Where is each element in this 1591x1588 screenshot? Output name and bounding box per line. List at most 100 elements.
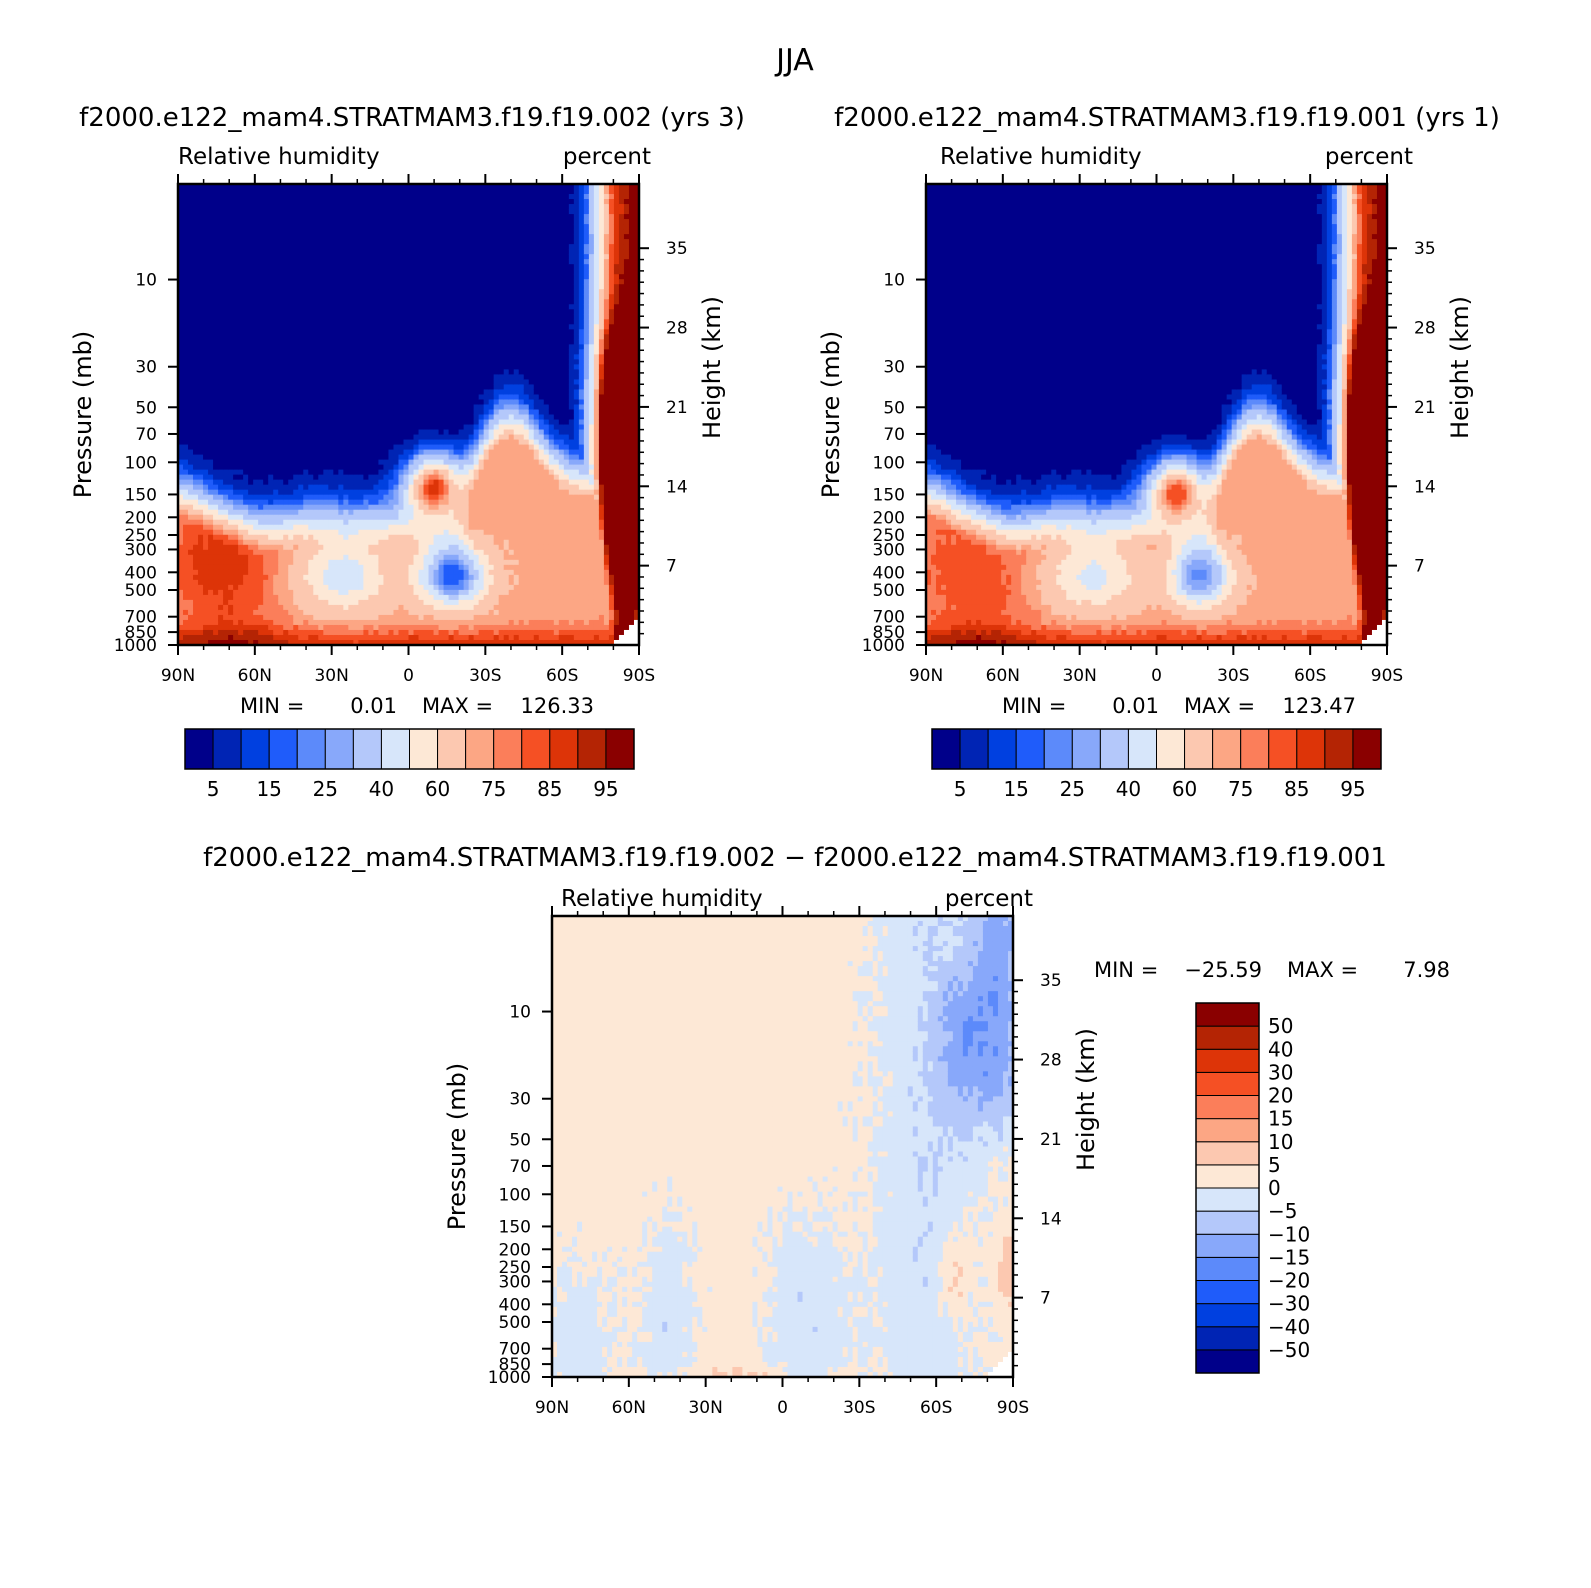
field-cell [258,465,264,471]
field-cell [228,279,234,285]
field-cell [203,530,209,536]
field-cell [208,379,214,385]
field-cell [218,470,224,476]
field-cell [218,269,224,275]
field-cell [208,309,214,315]
field-cell [203,219,209,225]
field-cell [188,635,194,641]
field-cell [198,279,204,285]
field-cell [203,224,209,230]
field-cell [223,590,229,596]
field-cell [208,364,214,370]
field-cell [248,324,254,330]
field-cell [218,530,224,536]
field-cell [243,610,249,616]
field-cell [213,299,219,305]
field-cell [218,344,224,350]
field-cell [243,334,249,340]
field-cell [198,620,204,626]
field-cell [233,234,239,240]
field-cell [228,570,234,576]
field-cell [208,580,214,586]
field-cell [213,364,219,370]
field-cell [193,259,199,265]
field-cell [218,425,224,431]
field-cell [183,344,189,350]
field-cell [233,415,239,421]
field-cell [188,520,194,526]
field-cell [233,595,239,601]
field-cell [238,304,244,310]
field-cell [203,630,209,636]
field-cell [223,294,229,300]
field-cell [213,555,219,561]
field-cell [183,189,189,195]
field-cell [218,374,224,380]
field-cell [233,339,239,345]
field-cell [248,294,254,300]
field-cell [193,304,199,310]
field-cell [208,194,214,200]
field-cell [213,465,219,471]
field-cell [238,530,244,536]
field-cell [193,314,199,320]
field-cell [233,404,239,410]
field-cell [203,289,209,295]
field-cell [228,505,234,511]
field-cell [188,420,194,426]
field-cell [188,274,194,280]
field-cell [203,540,209,546]
field-cell [238,520,244,526]
field-cell [193,389,199,395]
field-cell [183,264,189,270]
field-cell [213,214,219,220]
field-cell [253,274,259,280]
field-cell [188,319,194,325]
field-cell [183,425,189,431]
field-cell [183,239,189,245]
field-cell [243,450,249,456]
field-cell [203,369,209,375]
field-cell [258,480,264,486]
field-cell [218,465,224,471]
field-cell [223,214,229,220]
field-cell [243,555,249,561]
field-cell [218,555,224,561]
field-cell [223,480,229,486]
field-cell [223,580,229,586]
field-cell [188,214,194,220]
field-cell [183,194,189,200]
field-cell [193,415,199,421]
field-cell [223,229,229,235]
field-cell [193,244,199,250]
field-cell [228,635,234,641]
field-cell [203,284,209,290]
field-cell [218,294,224,300]
field-cell [183,389,189,395]
field-cell [198,299,204,305]
field-cell [188,445,194,451]
field-cell [188,334,194,340]
field-cell [213,635,219,641]
field-cell [223,209,229,215]
field-cell [223,314,229,320]
field-cell [198,555,204,561]
field-cell [253,605,259,611]
field-cell [193,194,199,200]
field-cell [233,420,239,426]
field-cell [188,354,194,360]
field-cell [223,334,229,340]
field-cell [208,485,214,491]
field-cell [208,595,214,601]
field-cell [223,635,229,641]
field-cell [218,389,224,395]
field-cell [193,510,199,516]
field-cell [248,384,254,390]
field-cell [238,349,244,355]
field-cell [188,209,194,215]
field-cell [228,465,234,471]
field-cell [238,369,244,375]
field-cell [218,214,224,220]
field-cell [258,430,264,436]
field-cell [243,485,249,491]
